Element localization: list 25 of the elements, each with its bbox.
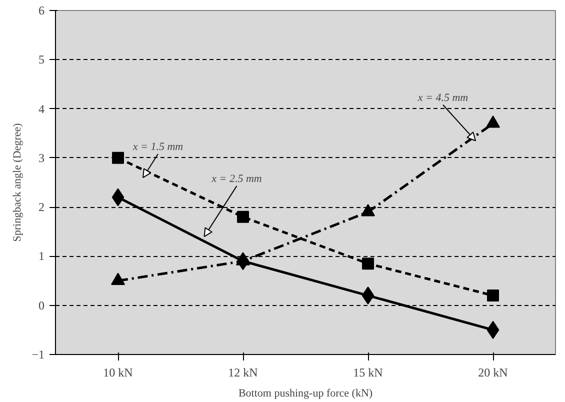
x-tick-label: 15 kN <box>353 366 384 380</box>
series-label: x = 1.5 mm <box>132 141 184 154</box>
y-tick-label: 4 <box>38 102 44 116</box>
y-axis-title: Springback angle (Degree) <box>12 122 24 242</box>
point <box>237 210 249 223</box>
y-tick-label: 3 <box>38 150 44 165</box>
y-tick-label: 5 <box>38 52 44 67</box>
x-tick-label: 10 kN <box>103 366 134 380</box>
point <box>362 286 374 305</box>
text: x = 2.5 mm <box>210 172 262 185</box>
point <box>112 188 124 206</box>
point <box>487 290 499 302</box>
y-tick-label: −1 <box>32 348 45 362</box>
x-tick-label: 20 kN <box>478 366 508 380</box>
point <box>486 320 500 339</box>
y-tick-label: 1 <box>38 249 44 264</box>
point <box>112 152 124 164</box>
y-tick-label: 2 <box>38 200 44 214</box>
x-tick-label: 12 kN <box>228 366 258 380</box>
y-tick-label: 6 <box>38 4 44 18</box>
point <box>486 116 500 128</box>
text: x = 4.5 mm <box>416 92 468 104</box>
y-tick-label: 0 <box>38 298 44 312</box>
x-axis-title: Bottom pushing-up force (kN) <box>238 388 373 400</box>
point <box>362 258 374 270</box>
